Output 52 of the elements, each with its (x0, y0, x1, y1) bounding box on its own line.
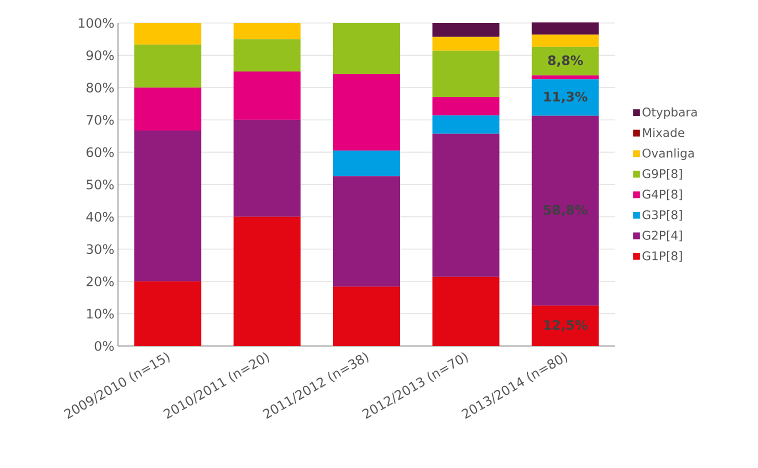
bar (234, 120, 301, 217)
legend-label: G9P[8] (642, 168, 682, 180)
bar (432, 96, 500, 116)
bar (432, 22, 500, 37)
y-tick-label: 40% (86, 212, 114, 222)
bar (134, 130, 202, 282)
legend-label: G2P[4] (642, 230, 682, 242)
bar (532, 79, 599, 116)
bar (532, 46, 599, 76)
bar (134, 44, 202, 88)
bar (134, 22, 202, 45)
bar (134, 88, 202, 131)
legend-label: Ovanliga (642, 148, 694, 160)
bar (432, 134, 500, 277)
bar (333, 176, 400, 287)
bar (532, 34, 599, 47)
y-tick-label: 50% (86, 180, 114, 190)
bar (234, 216, 301, 346)
legend-label: G3P[8] (642, 210, 682, 221)
bar (532, 116, 599, 306)
y-tick-label: 30% (86, 244, 114, 254)
data-label: 8,8% (548, 55, 583, 67)
data-label: 12,5% (544, 320, 588, 332)
y-tick-label: 80% (86, 82, 114, 92)
bar (333, 286, 400, 346)
y-tick-label: 60% (86, 147, 114, 158)
y-tick-label: 10% (87, 308, 114, 319)
bar (432, 115, 500, 134)
bar (432, 36, 500, 51)
bar (333, 74, 400, 151)
y-tick-label: 100% (78, 18, 114, 28)
bar (234, 39, 301, 72)
y-tick-label: 20% (86, 276, 114, 286)
bar (532, 306, 599, 346)
legend-label: G4P[8] (642, 189, 682, 200)
y-tick-label: 90% (86, 50, 114, 60)
data-label: 58,8% (544, 204, 588, 216)
bar (432, 276, 500, 346)
legend-label: Mixade (643, 128, 684, 138)
bar (532, 22, 599, 35)
legend-label: Otypbara (642, 107, 697, 119)
y-tick-label: 70% (86, 115, 114, 125)
data-label: 11,3% (544, 92, 588, 104)
bar (333, 150, 400, 176)
bar (333, 22, 400, 74)
bar (234, 71, 301, 120)
bar (432, 50, 500, 97)
legend-label: G1P[8] (642, 251, 682, 262)
bar (532, 75, 599, 80)
y-tick-label: 0% (94, 341, 114, 351)
bar (234, 22, 301, 40)
bar (134, 281, 202, 346)
